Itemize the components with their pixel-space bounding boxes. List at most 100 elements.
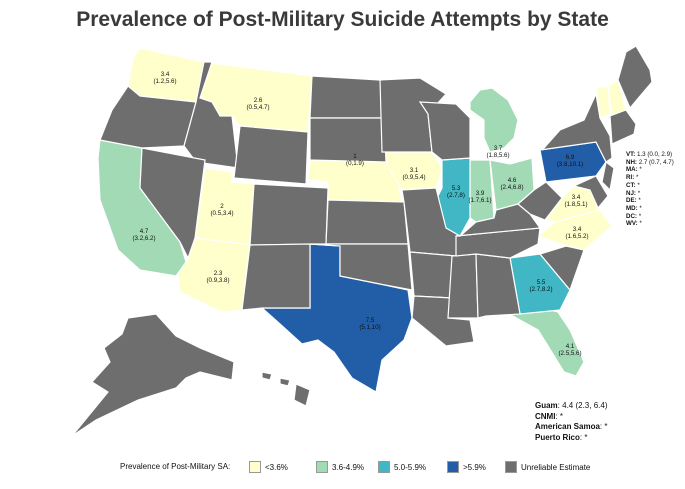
state-ci-ca: (3.2,6.2) [132,235,155,242]
state-value-ca: 4.7 [140,228,149,235]
legend-label: <3.6% [265,462,288,472]
state-ci-il: (2.7,8) [447,192,465,199]
state-ci-ia: (0.9,5.4) [402,174,425,181]
note-key: RI: [626,174,635,182]
state-nv [139,147,206,260]
note-value: * [635,181,640,189]
legend-item-gt5-9: >5.9% [447,461,486,473]
state-ks [325,199,409,245]
state-ci-in: (1.7,6.1) [468,197,491,204]
note-value: * [637,212,642,220]
note-value: * [636,197,641,205]
northeast-note-row: DE: * [626,197,674,205]
state-hi-2 [261,371,273,381]
state-ci-mi: (1.8,5.6) [486,152,509,159]
map-title: Prevalence of Post-Military Suicide Atte… [76,8,609,31]
note-value: * [637,166,642,174]
territory-row: Puerto Rico: * [535,433,607,444]
state-ci-fl: (2.5,5.6) [558,350,581,357]
us-map: 3.4(1.2,5.6)2.6(0.5,4.7)4.7(3.2,6.2)2(0.… [71,45,653,437]
note-value: 1.3 (0.0, 2.9) [635,151,673,158]
legend-swatch [378,461,390,473]
northeast-note-row: MA: * [626,166,674,174]
legend-label: 3.6-4.9% [332,462,365,472]
territory-row: CNMI: * [535,412,607,423]
state-ak [71,313,235,437]
state-value-ia: 3.1 [410,167,419,174]
state-ci-ne: (0,1.9) [346,160,364,167]
state-value-oh: 4.6 [508,177,517,184]
state-value-tx: 7.5 [366,317,375,324]
note-key: DE: [626,197,637,205]
legend-swatch [447,461,459,473]
state-value-in: 3.9 [476,190,485,197]
state-ms [447,253,479,319]
state-sc [538,245,585,292]
state-ci-ga: (2.7,8.2) [529,286,552,293]
legend-swatch [316,461,328,473]
state-mi [469,87,519,153]
northeast-note-row: WV: * [626,220,674,228]
note-value: * [634,174,639,182]
territory-value: : * [599,422,608,431]
legend-swatch [249,461,261,473]
note-key: DC: [626,212,637,220]
state-nd [309,75,385,119]
northeast-note-row: VT: 1.3 (0.0, 2.9) [626,151,674,159]
territory-name: Guam [535,401,558,410]
state-value-pa: 6.9 [566,154,575,161]
legend-item-3-6-4-9: 3.6-4.9% [316,461,364,473]
legend-label: Unreliable Estimate [521,462,591,472]
legend-swatch [505,461,517,473]
state-value-az: 2.3 [214,270,223,277]
legend-item-lt3-6: <3.6% [249,461,288,473]
state-value-wa: 3.4 [161,71,170,78]
note-key: CT: [626,181,636,189]
legend-title: Prevalence of Post-Military SA: [120,462,231,471]
note-value: * [635,189,641,197]
legend-item-5-0-5-9: 5.0-5.9% [378,461,426,473]
territory-notes: Guam: 4.4 (2.3, 6.4) CNMI: * American Samo… [535,401,607,443]
territory-row: American Samoa: * [535,422,607,433]
note-key: MD: [626,204,638,212]
state-sne [609,109,637,145]
note-value: 2.7 (0.7, 4.7) [637,158,674,166]
state-labels: 3.4(1.2,5.6)2.6(0.5,4.7)4.7(3.2,6.2)2(0.… [132,71,588,357]
northeast-note-row: CT: * [626,182,674,190]
note-key: NH: [626,158,637,166]
state-ci-pa: (3.8,10.1) [557,161,583,168]
state-id [183,61,239,169]
state-ci-wa: (1.2,5.6) [153,78,176,85]
state-ci-az: (0.9,3.8) [206,277,229,284]
legend-item-unreliable: Unreliable Estimate [505,461,590,473]
northeast-note-row: DC: * [626,213,674,221]
state-hi-3 [279,377,291,387]
northeast-note-row: NH: 2.7 (0.7, 4.7) [626,159,674,167]
state-or [99,85,197,149]
state-wy [233,125,309,185]
territory-value: : * [555,411,564,421]
state-value-fl: 4.1 [566,343,575,350]
state-value-mt: 2.6 [254,97,263,104]
northeast-note-row: MD: * [626,205,674,213]
territory-name: American Samoa [535,422,600,431]
state-value-nc: 3.4 [573,226,582,233]
state-ci-tx: (5.1,10) [359,324,380,331]
state-wv [517,181,563,221]
state-value-ne: 1 [353,153,357,160]
state-nj [601,160,615,192]
territory-name: CNMI [535,411,556,421]
state-hi [293,383,311,407]
territory-name: Puerto Rico [535,432,580,442]
northeast-note-row: RI: * [626,174,674,182]
legend-label: >5.9% [463,462,486,472]
state-sd [309,117,387,163]
legend-label: 5.0-5.9% [394,462,427,472]
note-key: MA: [626,166,638,174]
state-ci-nc: (1.6,5.2) [565,233,588,240]
note-key: WV: [626,220,638,228]
state-shapes [71,45,653,437]
state-value-va: 3.4 [572,194,581,201]
state-ut [194,167,255,246]
state-ok [309,243,413,291]
